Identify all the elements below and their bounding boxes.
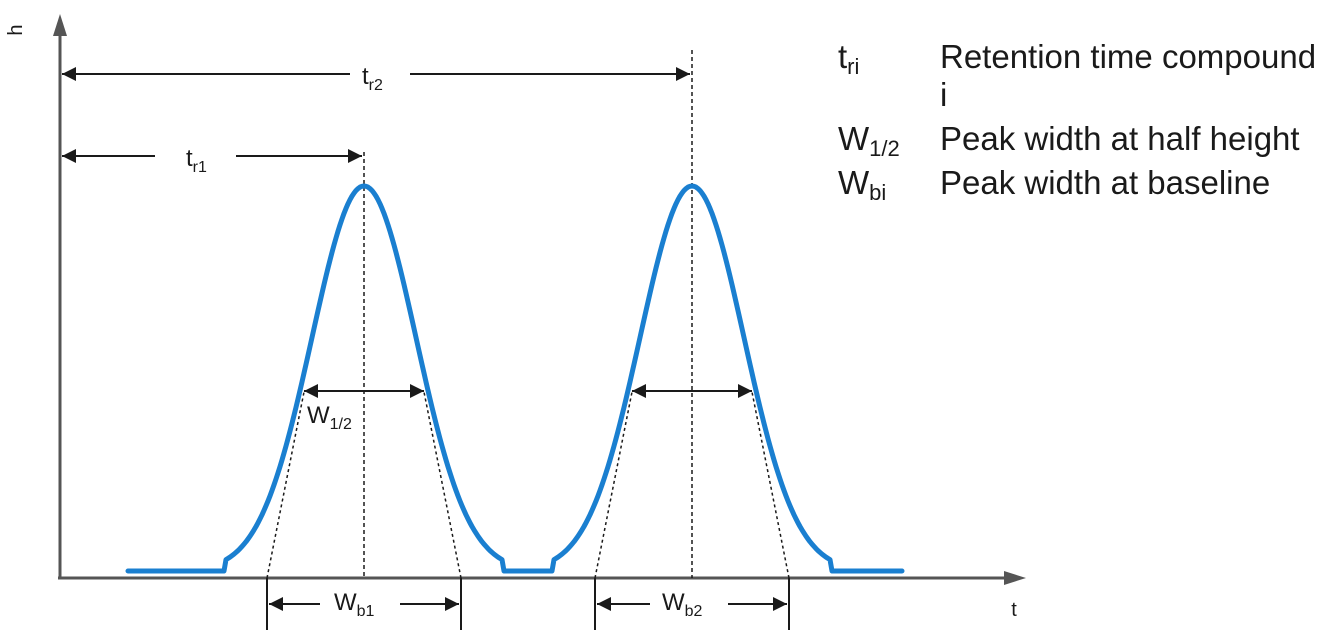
legend-description: Peak width at half height	[940, 120, 1300, 157]
y-axis-label: h	[5, 24, 27, 35]
tangent-left-peak2	[594, 391, 633, 579]
w-half-label-main: W	[307, 402, 330, 429]
tr2-label-sub: r2	[369, 77, 383, 94]
x-axis-arrowhead	[1004, 571, 1026, 585]
legend-symbol-sub: 1/2	[869, 136, 900, 161]
legend-description: Peak width at baseline	[940, 164, 1271, 201]
wb1-label: Wb1	[334, 589, 375, 620]
wb2-label-sub: b2	[685, 603, 703, 620]
wb1-label-sub: b1	[357, 603, 375, 620]
w-half-label: W1/2	[307, 402, 352, 433]
legend-symbol: W1/2	[838, 120, 940, 161]
tr2-label: tr2	[362, 63, 383, 94]
tangent-lines	[266, 391, 790, 579]
tangent-right-peak1	[423, 391, 462, 579]
legend-symbol-main: t	[838, 38, 848, 75]
legend-description: Retention time compound i	[940, 38, 1317, 113]
tangent-left-peak1	[266, 391, 305, 579]
legend-item-half-height-width: W1/2 Peak width at half height	[838, 120, 1320, 161]
legend-symbol-sub: bi	[869, 180, 887, 205]
w-half-label-sub: 1/2	[330, 416, 352, 433]
wb1-label-main: W	[334, 589, 357, 616]
wb2-label: Wb2	[662, 589, 703, 620]
tr1-label: tr1	[186, 145, 207, 176]
tr1-label-main: t	[186, 145, 193, 172]
wb2-label-main: W	[662, 589, 685, 616]
x-axis-label: t	[1011, 599, 1017, 621]
y-axis-arrowhead	[53, 14, 67, 36]
legend-symbol-main: W	[838, 120, 870, 157]
legend-symbol-sub: ri	[847, 54, 860, 79]
tr1-label-sub: r1	[193, 159, 207, 176]
legend-symbol: tri	[838, 38, 940, 79]
legend-item-baseline-width: Wbi Peak width at baseline	[838, 164, 1320, 205]
tangent-right-peak2	[751, 391, 790, 579]
chromatogram-curve	[125, 183, 905, 574]
legend-item-retention-time: tri Retention time compound i	[838, 38, 1320, 114]
legend: tri Retention time compound i W1/2 Peak …	[838, 38, 1320, 208]
legend-symbol-main: W	[838, 164, 870, 201]
legend-symbol: Wbi	[838, 164, 940, 205]
tr2-label-main: t	[362, 63, 369, 90]
